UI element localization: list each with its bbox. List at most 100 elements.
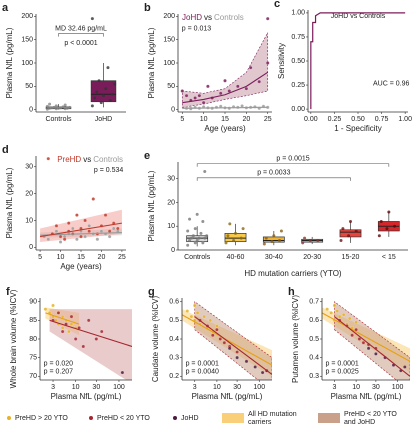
plot-area [186,170,400,247]
fit-line [182,106,268,109]
data-point [266,61,270,65]
data-point [354,229,358,233]
annotation: p = 0.0025 [326,369,359,376]
data-point [107,229,112,233]
annotation: p = 0.0001 [186,360,219,367]
data-point [227,346,232,351]
plot-area [310,12,406,110]
data-point [195,238,199,242]
legend-label: carriers [248,419,272,426]
comparison-label: p = 0.0033 [257,170,290,177]
legend-title: JoHD vs Controls [182,13,244,22]
data-point [71,226,75,231]
data-point [186,243,190,247]
data-point [54,104,58,108]
fit-line [182,314,272,366]
data-point [339,238,343,242]
x-tick-label: 30 [92,384,100,391]
annotation: JoHD vs Controls [331,13,386,20]
annotation: p = 0.0001 [326,360,359,367]
x-axis-title: Age (years) [204,124,246,133]
data-point [56,311,61,315]
y-tick-label: 70 [29,373,37,380]
y-tick-label: 0.6 [169,299,179,306]
panel-label: a [2,2,9,14]
data-point [316,238,320,242]
y-tick-label: 0 [29,107,33,114]
fit-line [194,316,272,375]
plot-area [43,303,132,380]
data-point [62,237,67,241]
y-tick-label: 100 [163,60,175,67]
fit-line [334,316,410,377]
data-point [106,66,110,70]
data-point [48,106,52,110]
y-axis-title: Plasma NfL (pg/mL) [147,27,156,98]
data-point [234,231,237,235]
panel-label: c [274,0,280,10]
data-point [60,326,65,330]
x-tick-label: 0.00 [304,116,318,123]
legend-swatch [222,413,244,423]
y-axis-title: Putamen volume (%ICV) [291,295,300,383]
data-point [93,96,97,100]
data-point [191,234,195,238]
x-tick-label: 30 [372,384,380,391]
y-tick-label: 0.6 [309,317,319,324]
data-point [81,344,85,349]
data-point [69,322,74,326]
data-point [335,309,339,313]
data-point [54,229,59,233]
y-tick-label: 0.3 [309,373,319,380]
data-point [279,229,283,233]
legend-swatch [89,416,93,420]
data-point [341,313,346,317]
legend-swatch [173,416,177,420]
x-tick-label: 15-20 [342,254,360,261]
legend-label: All HD mutation [248,411,297,418]
x-tick-label: 15 [77,254,85,261]
data-point [354,320,358,324]
data-point [193,227,197,231]
data-point [195,311,200,315]
data-point [223,79,227,83]
data-point [201,219,205,223]
data-point [325,307,329,311]
y-tick-label: 90 [29,299,37,306]
y-tick-label: 0 [171,247,175,254]
y-tick-label: 75 [29,354,37,361]
data-point [90,104,94,108]
data-point [46,237,50,241]
y-tick-label: 0.50 [291,58,305,65]
data-point [189,314,194,319]
x-tick-label: 10 [200,116,208,123]
x-axis-title: Plasma NfL (pg/mL) [331,392,402,401]
data-point [350,333,354,337]
data-point [262,242,266,246]
data-point [120,370,125,375]
fit-line [40,222,122,238]
x-tick-label: 5 [38,254,42,261]
y-tick-label: 0.25 [291,82,305,89]
legend-entry: vs [83,155,91,164]
y-tick-label: 100 [21,60,33,67]
data-point [58,234,63,239]
data-point [222,341,227,345]
fit-line [322,312,410,362]
legend-label: PreHD > 20 YTO [15,415,68,422]
x-tick-label: 1.00 [398,116,412,123]
y-axis-title: Sensitivity [277,43,286,79]
data-point [357,337,362,341]
data-point [215,327,219,332]
y-tick-label: 80 [29,336,37,343]
x-axis-title: Plasma NfL (pg/mL) [192,392,263,401]
comparison-bracket [196,177,351,181]
data-point [180,89,184,93]
data-point [104,87,108,91]
data-point [68,105,72,109]
data-point [188,217,192,221]
data-point [63,103,67,107]
x-tick-label: 0.75 [375,116,389,123]
legend-label: JoHD [181,415,199,422]
data-point [110,92,114,96]
